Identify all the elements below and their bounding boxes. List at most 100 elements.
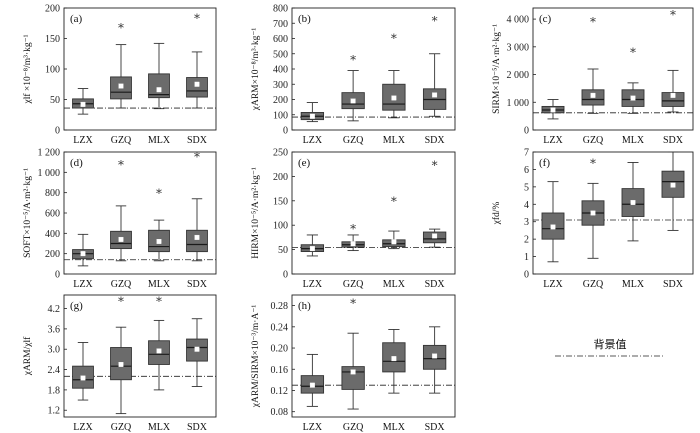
box-mlx: ∗ — [148, 292, 170, 391]
box-lzx — [72, 341, 94, 401]
y-tick-label: 1 000 — [38, 168, 61, 179]
box-gzq: ∗ — [110, 156, 132, 262]
mean-marker — [550, 224, 556, 230]
box-mlx — [382, 329, 406, 394]
y-tick-label: 200 — [273, 95, 288, 106]
outlier-marker: ∗ — [431, 156, 439, 170]
plot-frame — [63, 7, 217, 131]
y-tick-label: 0.16 — [271, 365, 289, 376]
outlier-marker: ∗ — [349, 50, 357, 64]
y-tick-label: 150 — [45, 34, 60, 45]
y-tick-label: 600 — [273, 34, 288, 45]
x-category-label: SDX — [425, 279, 446, 290]
box-sdx: ∗ — [422, 156, 447, 248]
y-tick-label: 2 — [524, 235, 529, 246]
plot-frame — [532, 7, 694, 131]
panel-label: (e) — [298, 157, 311, 169]
panel-label: (a) — [70, 13, 83, 25]
mean-marker — [309, 382, 315, 388]
plot-frame — [532, 151, 694, 275]
y-tick-label: 800 — [45, 188, 60, 199]
panel-label: (c) — [539, 13, 552, 25]
y-tick-label: 0.20 — [271, 344, 289, 355]
y-tick-label: 0.12 — [271, 386, 289, 397]
y-tick-label: 0.08 — [271, 407, 289, 418]
x-category-label: GZQ — [111, 279, 132, 290]
x-category-label: GZQ — [583, 135, 604, 146]
outlier-marker: ∗ — [117, 19, 125, 33]
y-tick-label: 600 — [45, 209, 60, 220]
y-axis-label: χARM×10⁻⁸/m³·kg⁻¹ — [251, 28, 261, 112]
x-category-label: GZQ — [343, 422, 364, 433]
x-category-label: MLX — [383, 135, 406, 146]
y-tick-label: 200 — [45, 4, 60, 15]
y-tick-label: 3.0 — [48, 345, 61, 356]
box-mlx: ∗ — [382, 29, 406, 119]
x-category-label: GZQ — [343, 279, 364, 290]
y-tick-label: 400 — [45, 229, 60, 240]
y-axis-label: χfd/% — [491, 202, 502, 226]
x-category-label: GZQ — [111, 135, 132, 146]
mean-marker — [432, 233, 438, 239]
y-tick-label: 0 — [283, 126, 288, 137]
y-tick-label: 100 — [45, 65, 60, 76]
panel-g: 1.2 1.8 2.4 3.0 3.6 4.2 LZX ∗ GZQ ∗ MLX SDX (g) χARM/… — [22, 292, 217, 433]
box-mlx — [148, 42, 170, 110]
x-category-label: MLX — [383, 279, 406, 290]
y-tick-label: 5 — [524, 182, 529, 193]
mean-marker — [391, 239, 397, 245]
mean-marker — [391, 356, 397, 362]
y-tick-label: 150 — [273, 196, 288, 207]
panel-d: 0 200 400 600 800 1 000 1 200 LZX ∗ GZQ ∗ MLX ∗ SDX (d… — [23, 148, 217, 290]
plot-frame — [291, 151, 456, 275]
mean-marker — [156, 348, 162, 354]
outlier-marker: ∗ — [669, 6, 677, 20]
y-tick-label: 6 — [524, 165, 529, 176]
mean-marker — [350, 369, 356, 375]
box-gzq: ∗ — [110, 19, 132, 109]
mean-marker — [630, 200, 636, 205]
box-lzx — [72, 88, 94, 115]
y-tick-label: 2.4 — [48, 365, 61, 376]
mean-marker — [590, 92, 596, 98]
outlier-marker: ∗ — [589, 154, 597, 168]
x-category-label: LZX — [73, 422, 93, 433]
mean-marker — [118, 83, 124, 89]
mean-marker — [670, 182, 676, 188]
x-category-label: LZX — [303, 422, 323, 433]
x-category-label: LZX — [73, 135, 93, 146]
panel-label: (g) — [70, 300, 83, 312]
box-sdx — [422, 326, 447, 394]
box-iqr — [661, 92, 685, 107]
box-gzq: ∗ — [341, 294, 365, 410]
outlier-marker: ∗ — [431, 11, 439, 25]
y-tick-label: 50 — [278, 245, 288, 256]
y-tick-label: 1 000 — [507, 98, 530, 109]
box-sdx: ∗ — [186, 148, 208, 262]
y-tick-label: 4.2 — [48, 304, 61, 315]
box-gzq: ∗ — [581, 13, 605, 114]
mean-marker — [80, 101, 86, 107]
box-lzx — [300, 234, 325, 257]
panel-e: 0 50 100 150 200 250 LZX ∗ GZQ ∗ MLX ∗ SDX (e) HIRM×10… — [251, 148, 456, 290]
outlier-marker: ∗ — [193, 9, 201, 23]
y-tick-label: 2 000 — [507, 70, 530, 81]
x-category-label: SDX — [187, 279, 208, 290]
y-tick-label: 7 — [524, 148, 529, 159]
y-tick-label: 800 — [273, 4, 288, 15]
x-category-label: LZX — [543, 279, 563, 290]
box-mlx: ∗ — [382, 192, 406, 250]
outlier-marker: ∗ — [589, 13, 597, 27]
y-tick-label: 0.28 — [271, 301, 289, 312]
box-sdx: ∗ — [661, 6, 685, 113]
y-tick-label: 4 000 — [507, 15, 530, 26]
plot-frame — [291, 7, 456, 131]
y-tick-label: 0 — [55, 270, 60, 281]
x-category-label: GZQ — [343, 135, 364, 146]
outlier-marker: ∗ — [155, 292, 163, 306]
x-category-label: SDX — [187, 422, 208, 433]
box-iqr — [186, 77, 208, 98]
box-gzq: ∗ — [110, 292, 132, 415]
box-mlx: ∗ — [148, 184, 170, 262]
outlier-marker: ∗ — [349, 220, 357, 234]
